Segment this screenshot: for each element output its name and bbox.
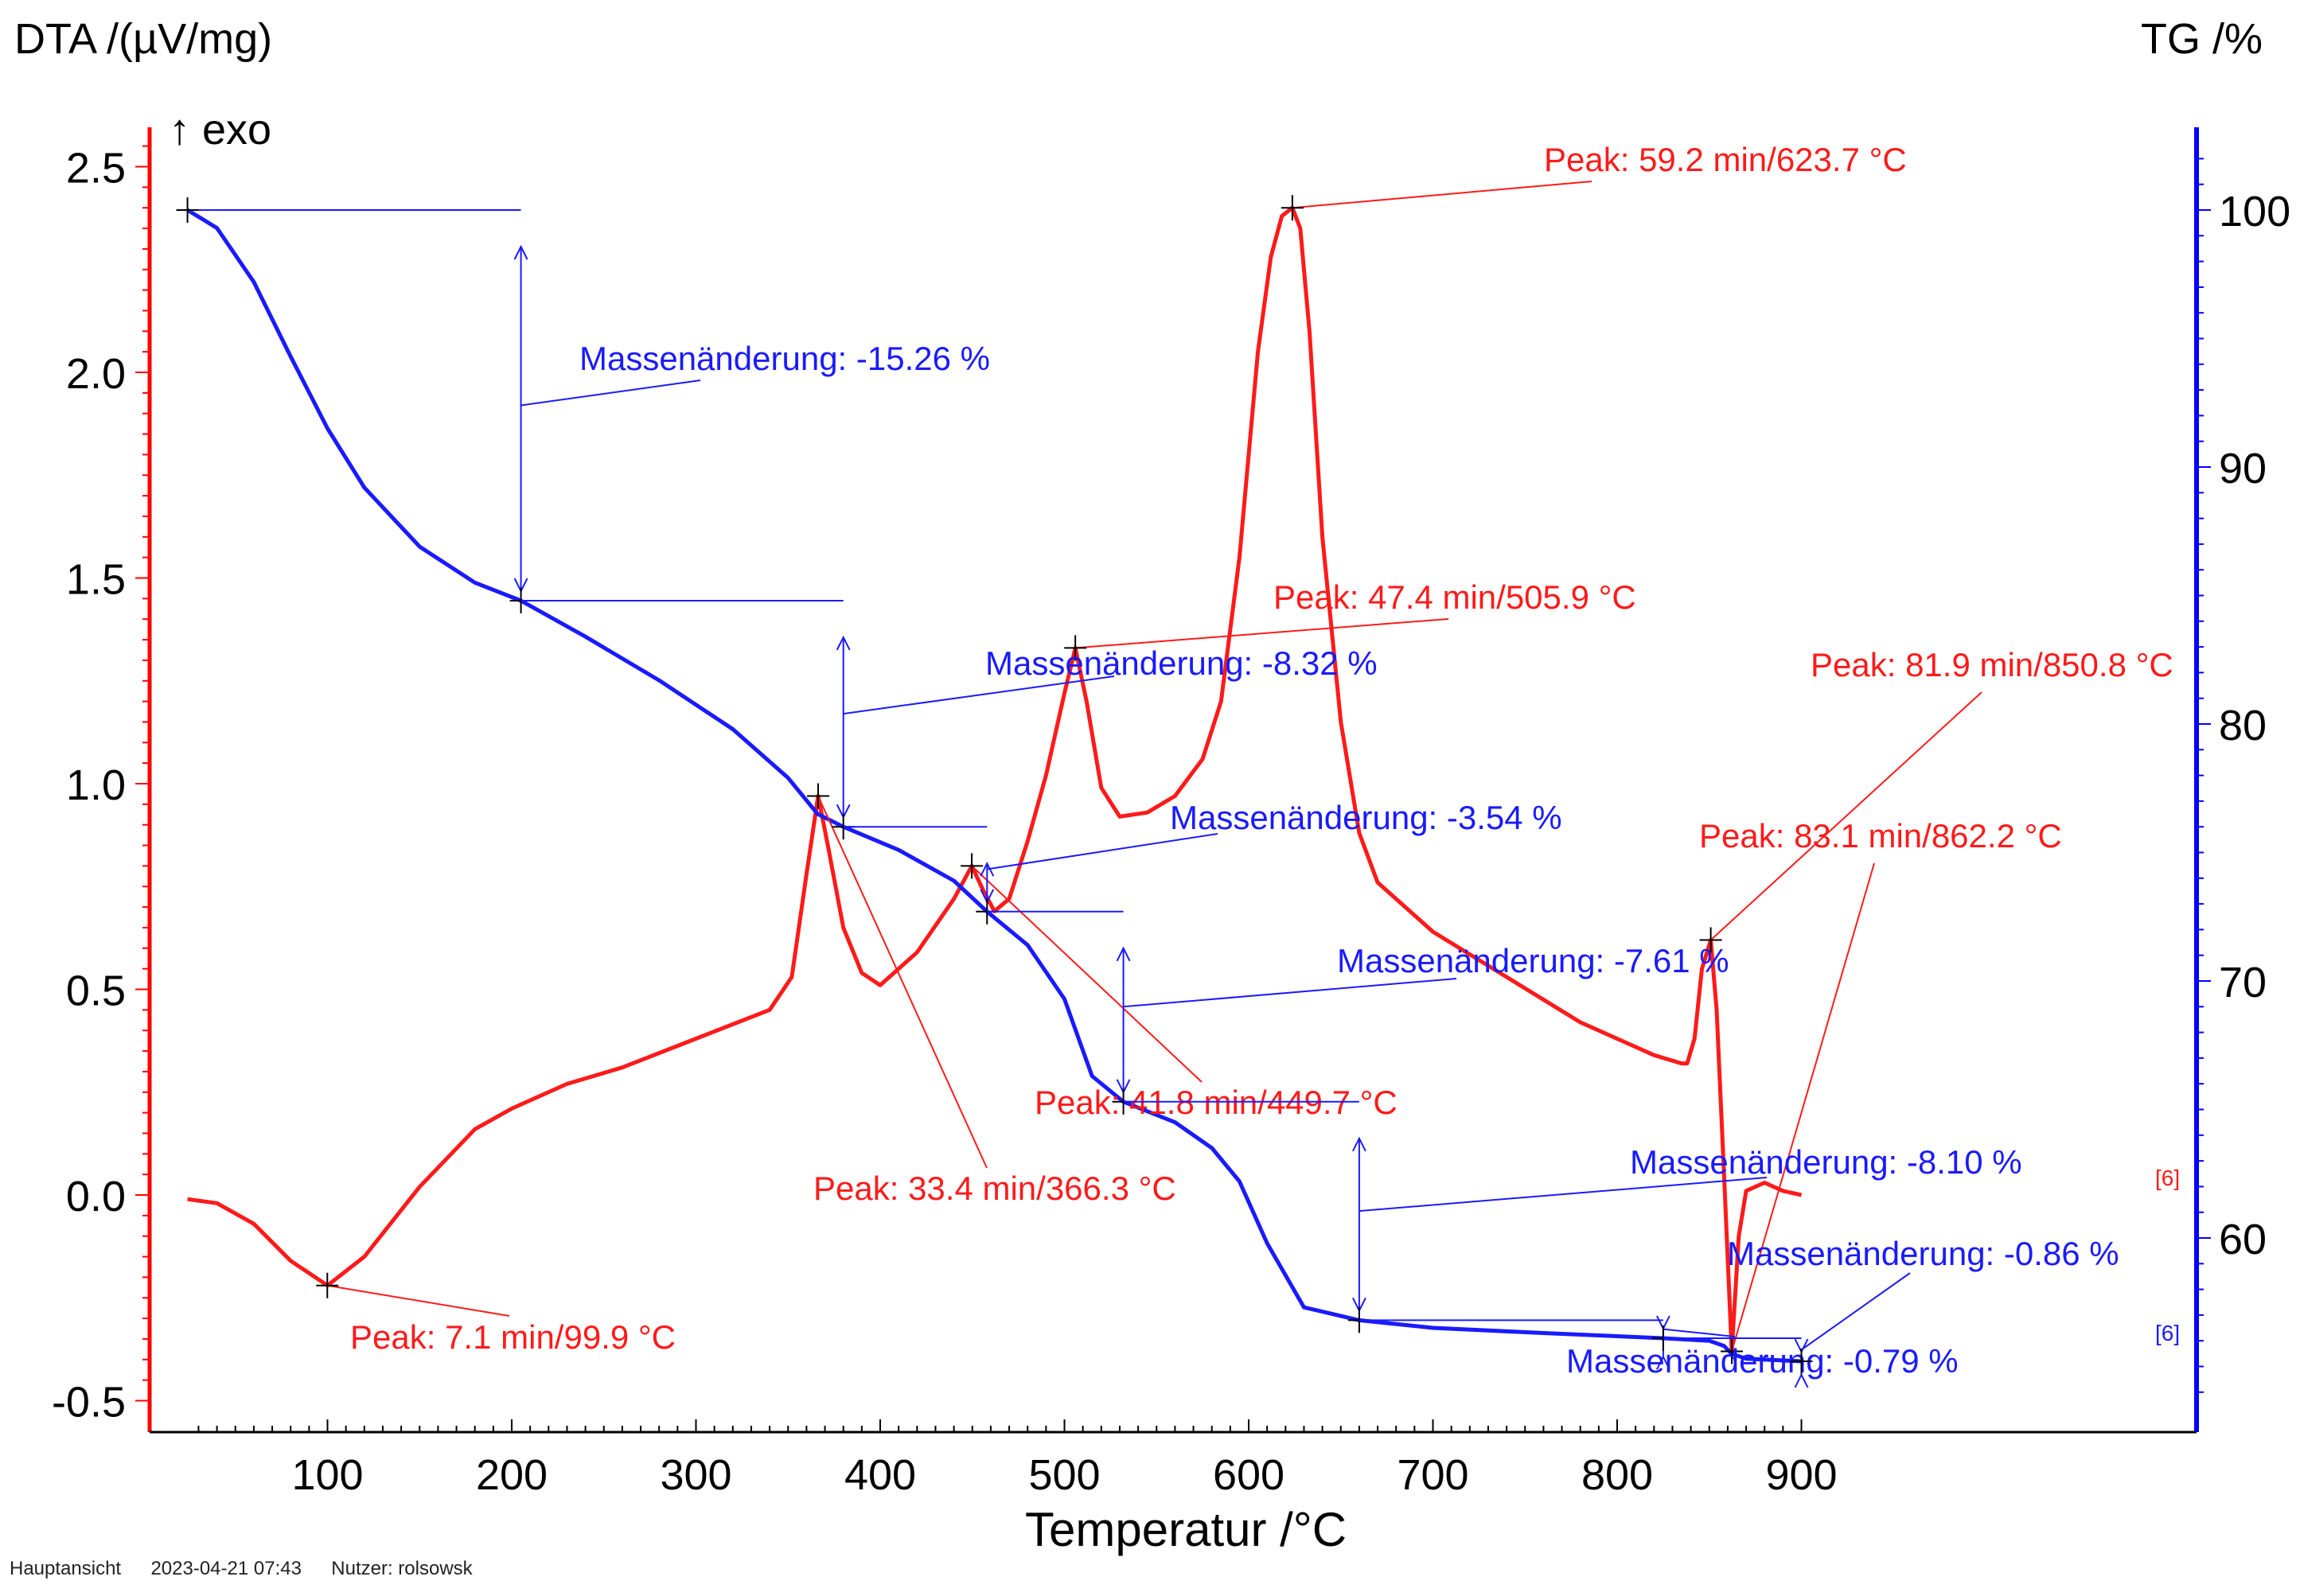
y-left-tick-label: 2.0 [66, 350, 126, 398]
y-left-tick-label: 0.5 [66, 967, 126, 1015]
mass-change-label: Massenänderung: -15.26 % [579, 340, 990, 377]
x-tick-label: 800 [1581, 1451, 1653, 1499]
y-left-tick-label: -0.5 [52, 1379, 126, 1427]
exo-label: ↑ exo [169, 106, 272, 154]
x-tick-label: 400 [844, 1451, 916, 1499]
y-left-tick-label: 0.0 [66, 1173, 126, 1220]
dta-curve-tag: [6] [2155, 1166, 2180, 1190]
peak-leader-line [817, 796, 988, 1169]
mass-change-label: Massenänderung: -7.61 % [1337, 942, 1729, 979]
y-right-tick-label: 70 [2219, 959, 2267, 1006]
peak-label: Peak: 7.1 min/99.9 °C [350, 1318, 676, 1356]
y-right-tick-label: 90 [2219, 445, 2267, 492]
tg-curve-tag: [6] [2155, 1321, 2180, 1345]
tg-curve [186, 208, 1802, 1364]
y-left-tick-label: 2.5 [66, 145, 126, 193]
mass-change-leader [1800, 1272, 1911, 1351]
mass-change-arrowhead [836, 635, 851, 651]
x-axis-title: Temperatur /°C [1025, 1503, 1347, 1556]
x-tick-label: 200 [476, 1451, 548, 1499]
y-right-tick-label: 80 [2219, 702, 2267, 749]
footer-user: Nutzer: rolsowsk [331, 1558, 473, 1579]
y-right-tick-label: 100 [2219, 188, 2290, 236]
footer-view: Hauptansicht [10, 1558, 122, 1579]
mass-change-leader [1359, 1177, 1768, 1213]
mass-change-leader [1663, 1328, 1736, 1337]
y-right-tick-label: 60 [2219, 1216, 2267, 1263]
mass-change-label: Massenänderung: -8.32 % [985, 644, 1378, 682]
mass-change-arrowhead [1352, 1136, 1366, 1152]
peak-leader-line [327, 1284, 510, 1317]
peak-label: Peak: 47.4 min/505.9 °C [1273, 578, 1636, 616]
peak-label: Peak: 81.9 min/850.8 °C [1811, 646, 2173, 683]
x-tick-label: 700 [1397, 1451, 1468, 1499]
mass-change-label: Massenänderung: -3.54 % [1170, 799, 1562, 836]
x-tick-label: 900 [1765, 1451, 1837, 1499]
mass-change-leader [987, 833, 1218, 870]
y-left-tick-label: 1.5 [66, 556, 126, 604]
mass-change-arrowhead [1116, 946, 1131, 962]
peak-leader-line [1709, 691, 1982, 941]
x-tick-label: 300 [660, 1451, 731, 1499]
footer-datetime: 2023-04-21 07:43 [150, 1558, 302, 1579]
x-tick-label: 100 [291, 1451, 363, 1499]
mass-change-label: Massenänderung: -0.79 % [1566, 1342, 1959, 1380]
peak-label: Peak: 83.1 min/862.2 °C [1699, 817, 2062, 854]
y-left-axis-title: DTA /(µV/mg) [14, 15, 273, 63]
peak-leader-line [1731, 862, 1875, 1352]
y-left-tick-label: 1.0 [66, 761, 126, 809]
peak-label: Peak: 59.2 min/623.7 °C [1544, 141, 1907, 178]
mass-change-leader [1123, 978, 1457, 1008]
footer: Hauptansicht 2023-04-21 07:43 Nutzer: ro… [10, 1558, 473, 1580]
mass-change-leader [520, 380, 701, 407]
peak-label: Peak: 33.4 min/366.3 °C [813, 1170, 1176, 1207]
dta-curve [187, 205, 1803, 1353]
y-right-axis-title: TG /% [2141, 15, 2263, 63]
mass-change-arrowhead [1655, 1355, 1670, 1370]
x-tick-label: 500 [1028, 1451, 1100, 1499]
mass-change-arrowhead [980, 861, 995, 877]
mass-change-arrowhead [1794, 1372, 1809, 1388]
mass-change-label: Massenänderung: -0.86 % [1727, 1235, 2119, 1272]
mass-change-arrowhead [513, 244, 528, 260]
x-tick-label: 600 [1213, 1451, 1284, 1499]
mass-change-label: Massenänderung: -8.10 % [1630, 1143, 2022, 1181]
peak-leader-line [1075, 618, 1449, 649]
peak-leader-line [1292, 181, 1592, 209]
mass-change-leader [843, 675, 1115, 715]
peak-leader-line [971, 865, 1203, 1083]
